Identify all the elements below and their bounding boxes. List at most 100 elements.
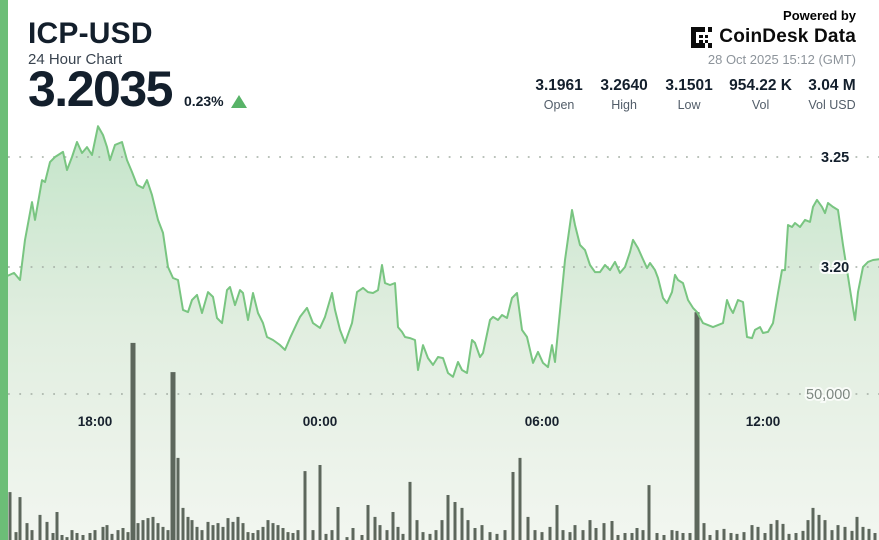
volume-bar <box>781 523 785 540</box>
coindesk-logo-icon <box>691 26 713 48</box>
volume-bar <box>623 533 627 540</box>
volume-bar <box>345 537 349 540</box>
time-tick-label: 00:00 <box>303 414 338 429</box>
volume-bar <box>794 533 798 540</box>
volume-bar <box>630 533 634 540</box>
volume-bar <box>55 512 59 540</box>
volume-bar <box>811 507 815 540</box>
volume-bar <box>116 530 120 540</box>
volume-bar <box>60 535 64 540</box>
volume-bar <box>206 521 210 540</box>
volume-bar <box>14 532 18 540</box>
stat-low: 3.1501 Low <box>664 77 714 112</box>
volume-bar <box>211 525 215 540</box>
price-tick-label: 3.20 <box>821 260 849 276</box>
volume-bar <box>186 516 190 540</box>
stats-row: 3.1961 Open 3.2640 High 3.1501 Low 954.2… <box>534 77 857 112</box>
volume-bar <box>38 514 42 540</box>
time-tick-label: 18:00 <box>78 414 113 429</box>
stat-vol-value: 954.22 K <box>729 77 792 94</box>
coindesk-data-logo[interactable]: CoinDesk Data <box>691 26 856 48</box>
volume-bar <box>555 505 559 540</box>
volume-bar <box>221 526 225 540</box>
volume-bar <box>256 530 260 540</box>
volume-bar <box>861 526 865 540</box>
volume-bar <box>18 497 22 540</box>
brand-name: CoinDesk Data <box>719 26 856 47</box>
volume-bar <box>503 530 507 540</box>
volume-bar <box>291 533 295 540</box>
volume-bar <box>65 537 69 540</box>
volume-bar <box>251 533 255 540</box>
volume-bar <box>176 457 180 540</box>
volume-bar <box>548 526 552 540</box>
volume-bar <box>330 530 334 540</box>
volume-bar <box>373 516 377 540</box>
volume-bar <box>836 525 840 540</box>
volume-bar <box>311 530 315 540</box>
volume-bar <box>318 465 322 540</box>
volume-bar <box>271 523 275 540</box>
volume-bar <box>823 520 827 540</box>
volume-bar <box>166 530 170 540</box>
volume-bar <box>296 530 300 540</box>
volume-bar <box>787 533 791 540</box>
volume-bar <box>715 530 719 540</box>
volume-bar <box>655 533 659 540</box>
volume-bar <box>75 533 79 540</box>
volume-bar <box>385 530 389 540</box>
volume-bar <box>688 533 692 540</box>
volume-bar <box>25 523 29 540</box>
volume-bar <box>635 528 639 540</box>
price-tick-label: 3.25 <box>821 150 849 166</box>
volume-bar <box>610 521 614 540</box>
volume-bar <box>830 530 834 540</box>
volume-bar <box>276 525 280 540</box>
volume-bar <box>434 530 438 540</box>
stat-open-label: Open <box>543 98 575 112</box>
volume-bar <box>231 521 235 540</box>
volume-bar <box>850 530 854 540</box>
volume-bar <box>141 520 145 540</box>
volume-bar <box>351 528 355 540</box>
volume-bar <box>246 532 250 540</box>
volume-bar <box>694 312 700 540</box>
accent-bar <box>0 0 8 540</box>
volume-bar <box>303 471 307 540</box>
volume-bar <box>647 485 651 540</box>
price-change: 0.23% <box>184 93 247 109</box>
time-tick-label: 12:00 <box>746 414 781 429</box>
volume-bar <box>136 523 140 540</box>
volume-bar <box>151 516 155 540</box>
chart-subtitle: 24 Hour Chart <box>28 50 123 68</box>
up-triangle-icon <box>230 94 247 108</box>
volume-bar <box>121 528 125 540</box>
stat-high: 3.2640 High <box>599 77 649 112</box>
volume-bar <box>195 526 199 540</box>
stat-open: 3.1961 Open <box>534 77 584 112</box>
volume-tick-label: 50,000 <box>806 387 850 403</box>
volume-bar <box>488 532 492 540</box>
stat-vol-label: Vol <box>751 98 770 112</box>
stat-vol-usd: 3.04 M Vol USD <box>807 77 857 112</box>
volume-bar <box>843 526 847 540</box>
price-area-fill <box>8 126 879 540</box>
volume-bar <box>266 520 270 540</box>
volume-bar <box>775 520 779 540</box>
volume-bar <box>511 472 515 540</box>
volume-bar <box>750 525 754 540</box>
volume-bar <box>181 507 185 540</box>
volume-bar <box>662 535 666 540</box>
volume-bar <box>428 533 432 540</box>
volume-bar <box>568 532 572 540</box>
volume-bar <box>817 514 821 540</box>
powered-by-label: Powered by <box>783 8 856 23</box>
volume-bar <box>286 532 290 540</box>
stat-low-value: 3.1501 <box>665 77 713 94</box>
stat-high-value: 3.2640 <box>600 77 648 94</box>
volume-bar <box>518 457 522 540</box>
volume-bar <box>226 518 230 540</box>
volume-bar <box>602 523 606 540</box>
